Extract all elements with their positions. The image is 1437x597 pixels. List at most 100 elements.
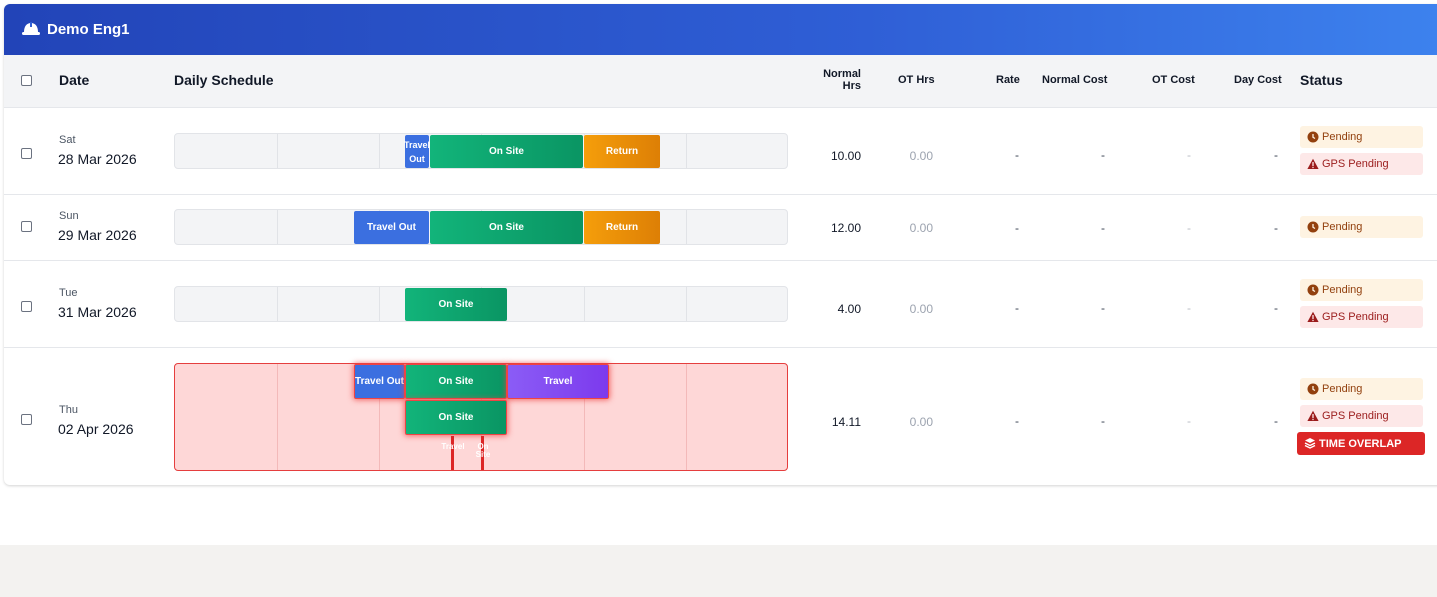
rate-value: - <box>1015 148 1019 162</box>
normal-hrs-value: 4.00 <box>837 302 861 316</box>
normal-cost-value: - <box>1101 301 1105 315</box>
row-date: 02 Apr 2026 <box>58 421 134 437</box>
hour-gridline <box>584 364 585 470</box>
segment-on-site[interactable]: On Site <box>430 211 583 244</box>
warning-icon <box>1307 158 1319 169</box>
status-label: Pending <box>1322 284 1363 296</box>
ot-hrs-value: 0.00 <box>909 149 933 163</box>
segment-on-site[interactable]: On Site <box>405 288 507 321</box>
status-badge-gps-pending: GPS Pending <box>1300 153 1423 175</box>
hour-gridline <box>277 210 278 244</box>
col-date: Date <box>59 72 90 88</box>
status-label: Pending <box>1322 383 1363 395</box>
table-row[interactable]: Sat 28 Mar 2026 Travel Out On Site Retur… <box>4 108 1437 195</box>
segment-travel-out[interactable]: Travel Out <box>354 211 429 244</box>
mini-segment-label: Travel <box>441 442 465 451</box>
col-rate: Rate <box>996 74 1020 86</box>
col-normal-hrs-line2: Hrs <box>842 80 861 92</box>
status-label: GPS Pending <box>1322 311 1389 323</box>
ot-cost-value: - <box>1187 148 1191 162</box>
select-all-checkbox[interactable] <box>21 75 32 86</box>
normal-cost-value: - <box>1101 148 1105 162</box>
row-day-of-week: Thu <box>59 404 78 416</box>
hour-gridline <box>277 287 278 321</box>
row-day-of-week: Sat <box>59 134 76 146</box>
row-checkbox[interactable] <box>21 301 32 312</box>
row-date: 28 Mar 2026 <box>58 151 137 167</box>
hard-hat-icon <box>22 22 40 35</box>
ot-hrs-value: 0.00 <box>909 415 933 429</box>
table-row[interactable]: Thu 02 Apr 2026 Travel Out On Site Trave… <box>4 348 1437 485</box>
col-daily-schedule: Daily Schedule <box>174 72 274 88</box>
status-label: Pending <box>1322 221 1363 233</box>
hour-gridline <box>686 364 687 470</box>
status-badge-pending: Pending <box>1300 216 1423 238</box>
ot-hrs-value: 0.00 <box>909 221 933 235</box>
mini-segment-label: On Site <box>475 442 491 459</box>
col-day-cost: Day Cost <box>1234 74 1282 86</box>
row-day-of-week: Tue <box>59 287 78 299</box>
day-cost-value: - <box>1274 221 1278 235</box>
status-label: GPS Pending <box>1322 410 1389 422</box>
rate-value: - <box>1015 301 1019 315</box>
schedule-track: On Site <box>174 286 788 322</box>
status-label: GPS Pending <box>1322 158 1389 170</box>
row-checkbox[interactable] <box>21 148 32 159</box>
engineer-timesheet-card: Demo Eng1 Date Daily Schedule Normal Hrs… <box>4 4 1437 485</box>
segment-return[interactable]: Return <box>584 135 660 168</box>
status-label: Pending <box>1322 131 1363 143</box>
row-checkbox[interactable] <box>21 221 32 232</box>
hour-gridline <box>379 364 380 470</box>
status-badge-pending: Pending <box>1300 378 1423 400</box>
segment-travel-out[interactable]: Travel Out <box>404 135 430 168</box>
rate-value: - <box>1015 221 1019 235</box>
warning-icon <box>1307 311 1319 322</box>
hour-gridline <box>686 287 687 321</box>
hour-gridline <box>584 287 585 321</box>
time-overlap-alert: TIME OVERLAP <box>1297 432 1425 455</box>
segment-travel[interactable]: Travel <box>507 364 609 399</box>
segment-travel-out[interactable]: Travel Out <box>354 364 405 399</box>
row-date: 29 Mar 2026 <box>58 227 137 243</box>
status-badge-pending: Pending <box>1300 279 1423 301</box>
hour-gridline <box>379 287 380 321</box>
day-cost-value: - <box>1274 414 1278 428</box>
ot-cost-value: - <box>1187 414 1191 428</box>
col-ot-hrs: OT Hrs <box>898 74 935 86</box>
mini-segment-bar[interactable] <box>451 436 454 470</box>
warning-icon <box>1307 410 1319 421</box>
hour-gridline <box>686 134 687 168</box>
row-checkbox[interactable] <box>21 414 32 425</box>
card-header: Demo Eng1 <box>4 4 1437 55</box>
clock-icon <box>1307 131 1319 143</box>
row-day-of-week: Sun <box>59 210 79 222</box>
alert-label: TIME OVERLAP <box>1319 437 1402 450</box>
mini-segment-bar[interactable] <box>481 436 484 470</box>
ot-cost-value: - <box>1187 301 1191 315</box>
clock-icon <box>1307 221 1319 233</box>
segment-on-site[interactable]: On Site <box>430 135 583 168</box>
clock-icon <box>1307 383 1319 395</box>
col-normal-hrs-line1: Normal <box>823 68 861 80</box>
normal-cost-value: - <box>1101 221 1105 235</box>
layers-icon <box>1304 438 1316 449</box>
hour-gridline <box>277 134 278 168</box>
status-badge-gps-pending: GPS Pending <box>1300 306 1423 328</box>
col-status: Status <box>1300 72 1343 88</box>
hour-gridline <box>379 134 380 168</box>
schedule-track: Travel Out On Site Return <box>174 209 788 245</box>
table-header: Date Daily Schedule Normal Hrs OT Hrs Ra… <box>4 55 1437 108</box>
table-row[interactable]: Sun 29 Mar 2026 Travel Out On Site Retur… <box>4 195 1437 261</box>
segment-return[interactable]: Return <box>584 211 660 244</box>
segment-on-site[interactable]: On Site <box>405 400 507 435</box>
ot-cost-value: - <box>1187 221 1191 235</box>
col-normal-hrs: Normal Hrs <box>804 68 861 92</box>
status-badge-pending: Pending <box>1300 126 1423 148</box>
row-date: 31 Mar 2026 <box>58 304 137 320</box>
hour-gridline <box>686 210 687 244</box>
table-row[interactable]: Tue 31 Mar 2026 On Site 4.00 0.00 - - - … <box>4 261 1437 348</box>
engineer-name: Demo Eng1 <box>47 21 130 38</box>
clock-icon <box>1307 284 1319 296</box>
segment-on-site[interactable]: On Site <box>405 364 507 399</box>
status-badge-gps-pending: GPS Pending <box>1300 405 1423 427</box>
